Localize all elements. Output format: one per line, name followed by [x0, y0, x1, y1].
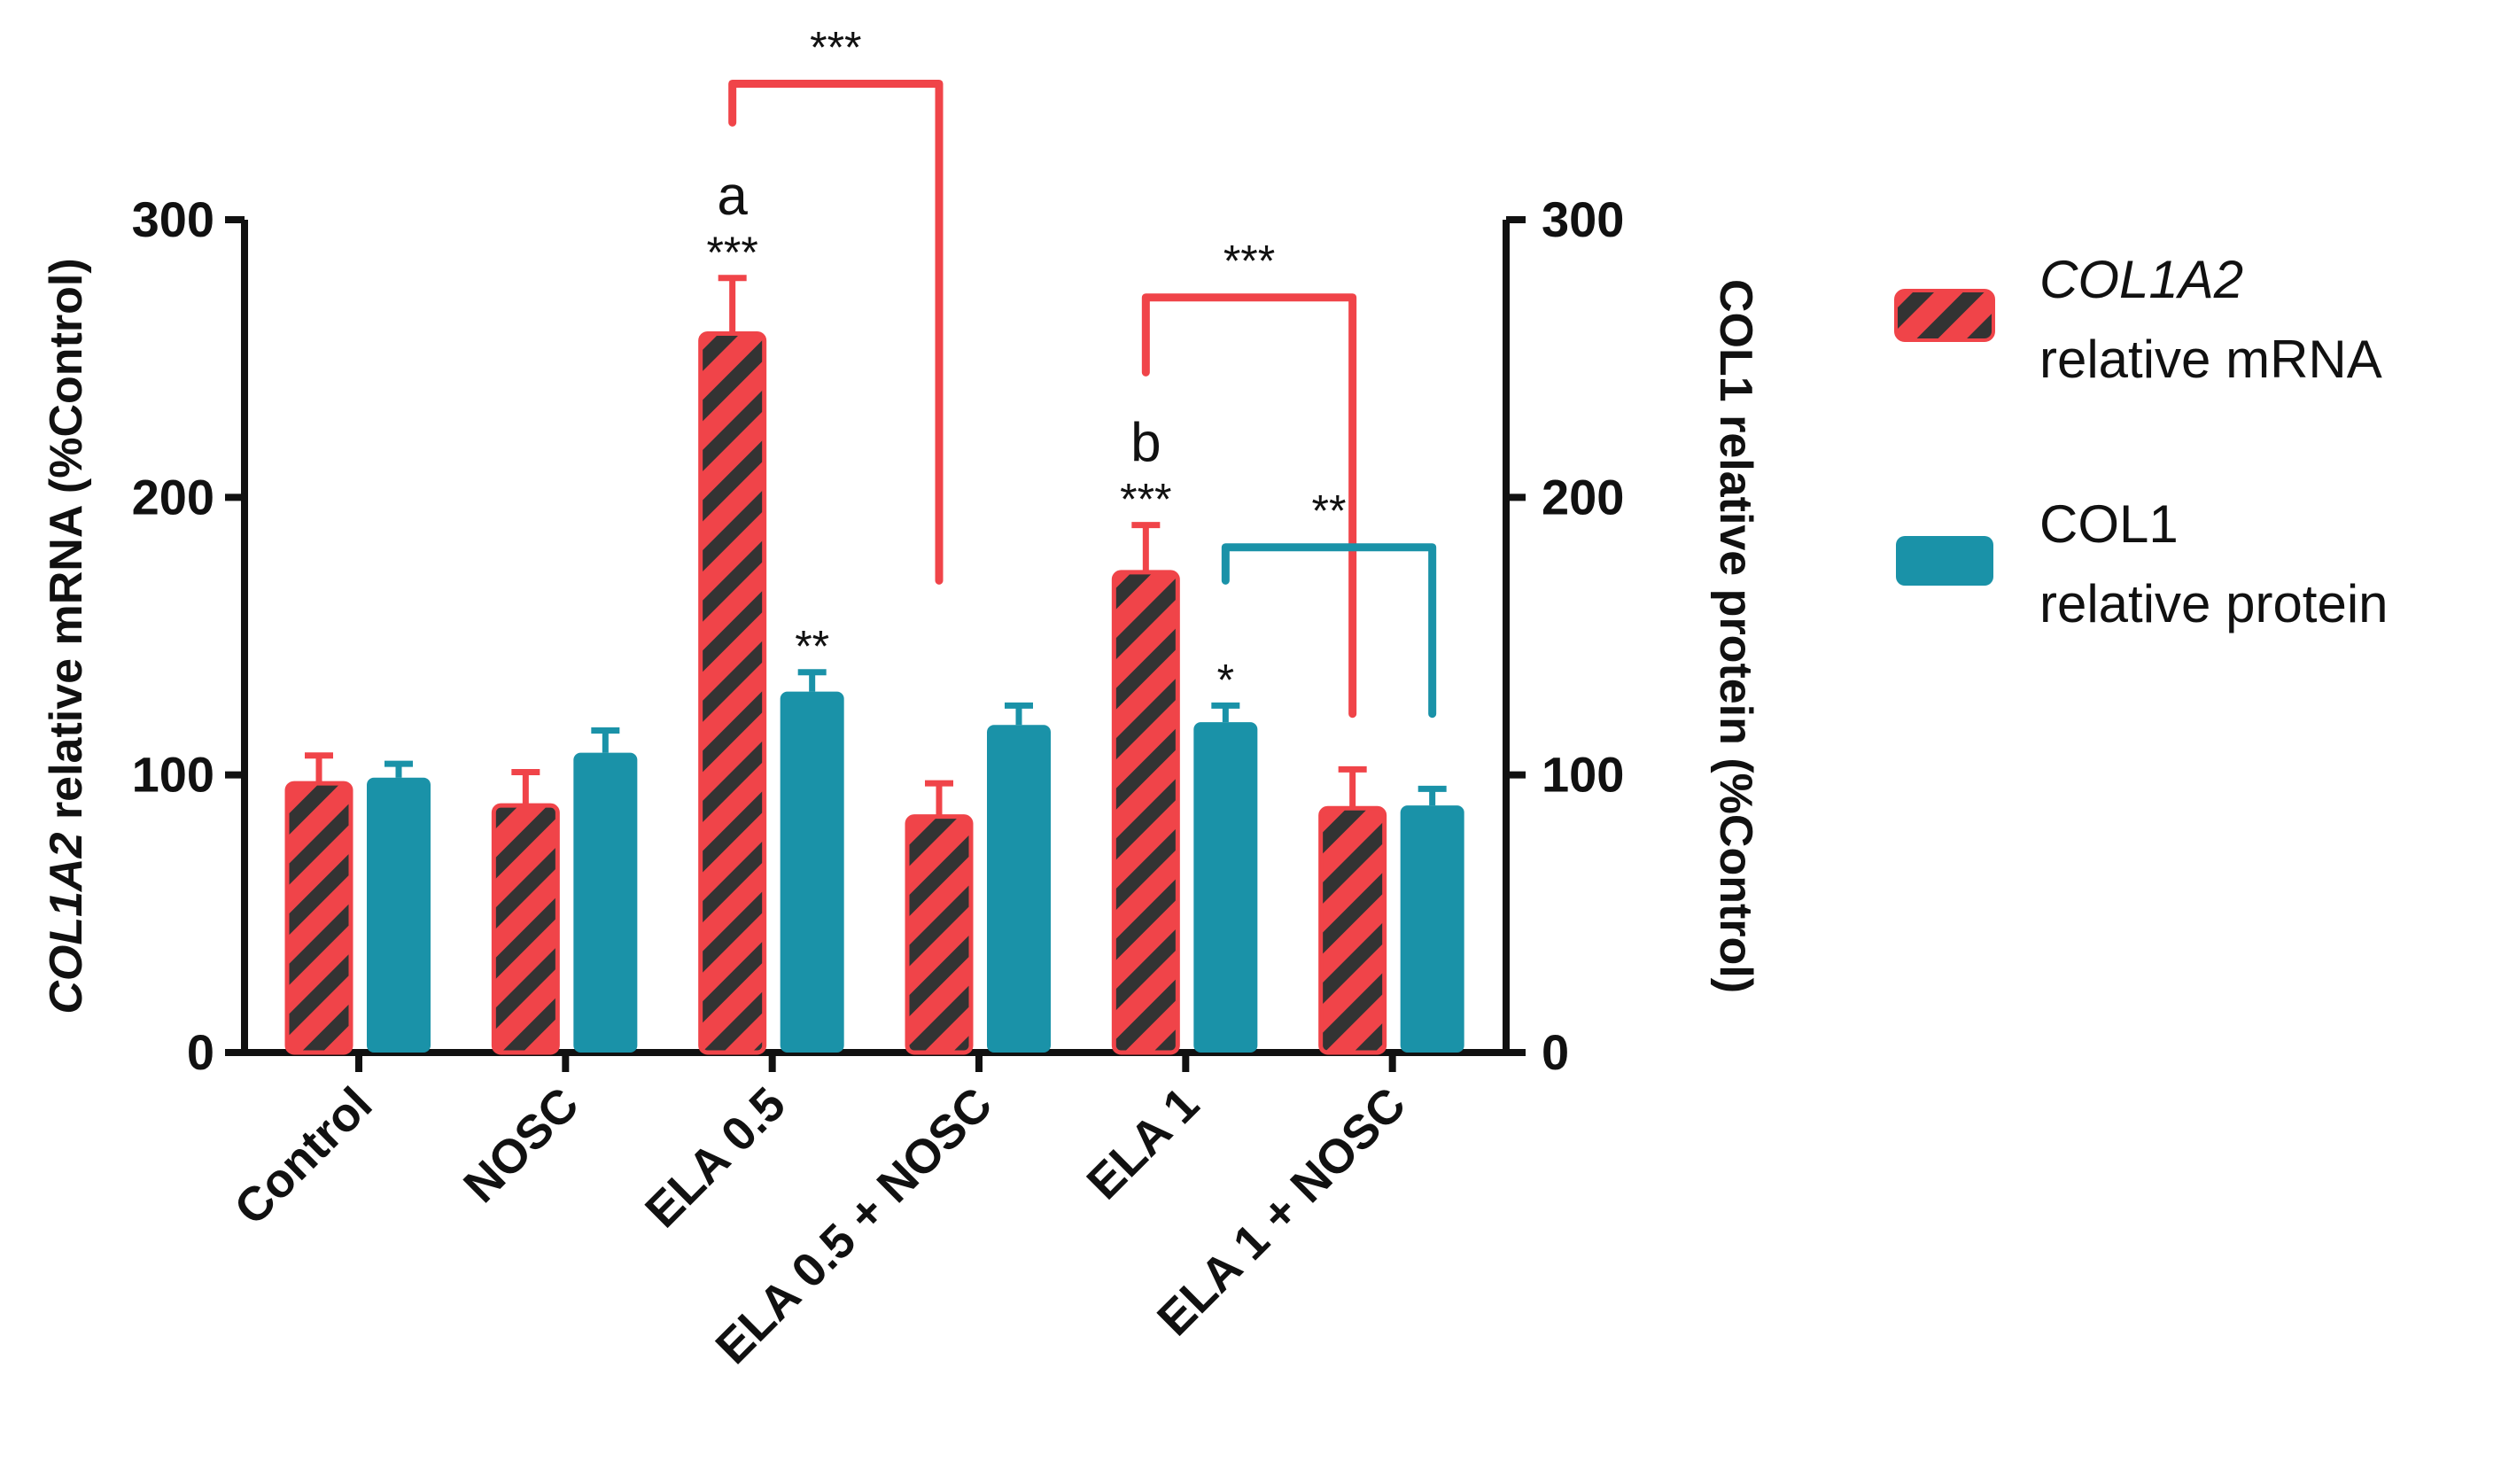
- bar-mrna-4: [1111, 570, 1180, 1055]
- bar-mrna-5: [1318, 805, 1387, 1055]
- y-tick-label-left-200: 200: [132, 469, 214, 524]
- significance-stars-1: **: [795, 622, 829, 672]
- bar-mrna-1: [491, 803, 560, 1055]
- legend: COL1A2 relative mRNA COL1 relative prote…: [1894, 250, 2389, 633]
- legend-item-mrna: COL1A2 relative mRNA: [1894, 250, 2382, 389]
- bar-mrna-3: [905, 814, 974, 1055]
- y-tick-label-right-0: 0: [1542, 1024, 1569, 1080]
- bar-protein-4: [1193, 722, 1258, 1053]
- category-label-0: Control: [224, 1077, 382, 1235]
- group-letter-a: a: [717, 166, 748, 227]
- y-tick-label-right-300: 300: [1542, 191, 1624, 247]
- y-tick-label-left-100: 100: [132, 747, 214, 803]
- annotations: ***a*****b*: [706, 166, 1234, 705]
- bar-protein-0: [367, 777, 431, 1053]
- bracket-2: [1221, 543, 1437, 719]
- bracket-0: [728, 79, 944, 585]
- bracket-stars-2: **: [1312, 486, 1347, 536]
- y-tick-label-left-300: 300: [132, 191, 214, 247]
- group-letter-b: b: [1130, 413, 1161, 474]
- y-tick-label-right-200: 200: [1542, 469, 1624, 524]
- significance-stars-3: *: [1217, 655, 1234, 704]
- comparison-brackets: ********: [728, 22, 1437, 719]
- legend-mrna-line1: COL1A2: [2039, 250, 2243, 309]
- legend-protein-line2: relative protein: [2039, 574, 2389, 633]
- bar-protein-3: [987, 725, 1051, 1053]
- y-tick-label-left-0: 0: [187, 1024, 214, 1080]
- y-axis-title-left: COL1A2 relative mRNA (%Control): [41, 258, 92, 1014]
- category-label-1: NOSC: [454, 1077, 589, 1213]
- legend-mrna-line2: relative mRNA: [2039, 330, 2382, 389]
- y-axis-title-right: COL1 relative protein (%Control): [1710, 279, 1761, 993]
- legend-swatch-mrna: [1894, 289, 1995, 342]
- legend-swatch-protein: [1896, 536, 1993, 586]
- ticks: 0 0 100 100 200 200 300 300: [132, 191, 1625, 1080]
- significance-stars-0: ***: [706, 228, 757, 277]
- y-axis-title-italic: COL1A2: [41, 832, 92, 1014]
- bar-protein-1: [573, 752, 638, 1053]
- bars: [284, 275, 1464, 1055]
- bracket-stars-0: ***: [810, 22, 861, 72]
- category-label-2: ELA 0.5: [635, 1077, 796, 1238]
- y-axis-title-rest: relative mRNA (%Control): [41, 258, 92, 832]
- significance-stars-2: ***: [1120, 475, 1171, 524]
- bracket-stars-1: ***: [1223, 237, 1275, 286]
- bar-protein-5: [1400, 805, 1464, 1053]
- bar-protein-2: [780, 691, 844, 1053]
- y-tick-label-right-100: 100: [1542, 747, 1624, 803]
- category-label-4: ELA 1: [1077, 1077, 1209, 1209]
- axes: [241, 220, 1510, 1056]
- bar-mrna-2: [698, 330, 767, 1055]
- bracket-1: [1141, 293, 1357, 719]
- legend-protein-line1: COL1: [2039, 494, 2179, 554]
- bar-mrna-0: [284, 781, 353, 1055]
- legend-item-protein: COL1 relative protein: [1896, 494, 2389, 633]
